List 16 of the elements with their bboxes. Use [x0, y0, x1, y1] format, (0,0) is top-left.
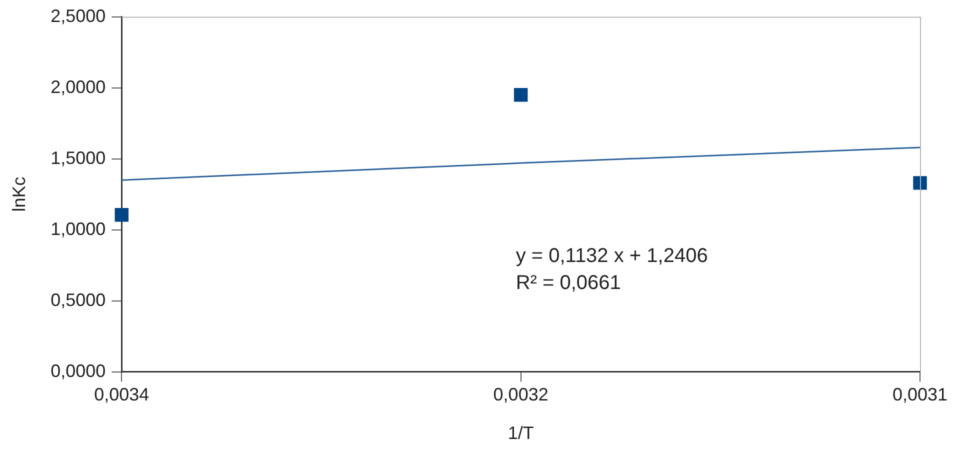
- y-tick-label: 1,5000: [50, 148, 106, 168]
- annotation: R² = 0,0661: [516, 272, 621, 294]
- x-axis-title: 1/T: [508, 423, 534, 444]
- y-tick-label: 2,5000: [50, 6, 106, 26]
- point: [114, 208, 129, 222]
- x-tick-label: 0,0031: [892, 384, 948, 405]
- y-tick-label: 0,0000: [50, 360, 106, 381]
- point: [913, 176, 927, 190]
- y-tick-label: 1,0000: [50, 218, 106, 239]
- y-tick-label: 2,0000: [50, 76, 106, 97]
- annotation: y = 0,1132 x + 1,2406: [516, 244, 708, 267]
- y-axis-title: lnKc: [8, 176, 29, 212]
- point: [514, 88, 528, 102]
- y-tick-label: 0,5000: [50, 290, 106, 310]
- x-tick-label: 0,0032: [493, 384, 548, 405]
- x-tick-label: 0,0034: [94, 384, 150, 405]
